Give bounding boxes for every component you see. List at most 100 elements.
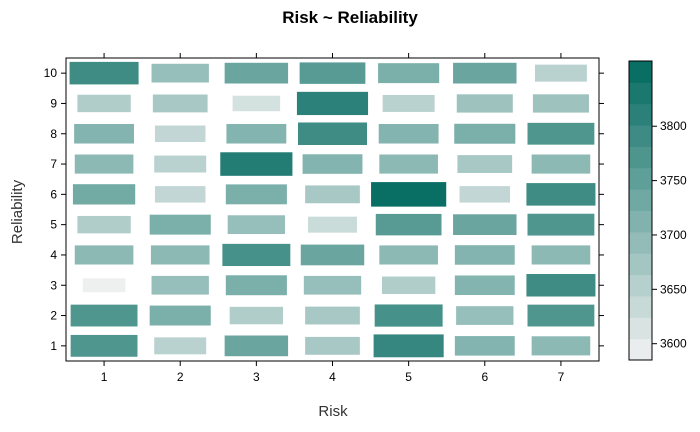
heatmap-cell (154, 186, 206, 203)
x-axis-ticks: 1 2 3 4 5 6 7 (101, 53, 565, 384)
heatmap-cell (222, 243, 291, 267)
y-tick-label: 5 (50, 218, 57, 232)
y-tick-label: 9 (50, 96, 57, 110)
heatmap-cell (527, 304, 595, 327)
heatmap-cell (457, 155, 513, 173)
heatmap-cell (82, 278, 126, 293)
heatmap-cell (531, 154, 591, 174)
heatmap-cell (375, 213, 442, 236)
heatmap-cell (149, 214, 211, 235)
color-key-band (629, 231, 652, 254)
heatmap-cell (227, 215, 286, 234)
heatmap-cell (297, 122, 368, 146)
heatmap-cell (373, 334, 444, 358)
y-tick-label: 4 (50, 248, 57, 262)
heatmap-cell (152, 94, 208, 113)
heatmap-cell (151, 275, 209, 295)
heatmap-cell (453, 214, 517, 236)
heatmap-cell (296, 91, 369, 116)
heatmap-cell (70, 304, 138, 327)
y-axis-title: Reliability (9, 179, 26, 244)
color-key-band (629, 253, 652, 276)
color-key-band (629, 125, 652, 147)
color-key-frame (628, 60, 653, 361)
heatmap-cell (74, 123, 135, 144)
color-key-band (629, 61, 652, 83)
heatmap-cell (382, 94, 435, 112)
color-key-tick-label: 3650 (660, 282, 687, 296)
heatmap-cell (534, 64, 587, 82)
heatmap-cell (454, 123, 516, 144)
color-key-band (629, 295, 652, 318)
heatmap-cell (531, 336, 591, 356)
heatmap-cell (229, 306, 284, 325)
x-tick-label: 5 (405, 370, 412, 384)
heatmap-cell (305, 185, 360, 204)
x-tick-label: 2 (177, 370, 184, 384)
y-tick-label: 8 (50, 127, 57, 141)
heatmap-cell (77, 94, 131, 113)
heatmap-cell (527, 122, 595, 145)
heatmap-cell (378, 63, 440, 84)
heatmap-cell (302, 154, 363, 174)
heatmap-cell (77, 215, 131, 234)
heatmap-cell (224, 62, 289, 84)
chart-title: Risk ~ Reliability (282, 8, 418, 27)
color-key-tick-label: 3800 (660, 119, 687, 133)
heatmap-cell (454, 245, 515, 265)
color-key-band (629, 103, 652, 126)
heatmap-cell (532, 94, 589, 113)
heatmap-cell (374, 304, 443, 327)
heatmap-cell (527, 213, 595, 236)
color-key-ticks: 3600 3650 3700 3750 3800 (652, 119, 687, 351)
x-tick-label: 6 (481, 370, 488, 384)
heatmap-cell (378, 123, 439, 144)
color-key-band (629, 210, 652, 233)
color-key-band (629, 82, 652, 105)
y-tick-label: 6 (50, 187, 57, 201)
heatmap-cell (70, 334, 138, 357)
y-axis-ticks: 1 2 3 4 5 6 7 8 9 10 (44, 66, 604, 353)
heatmap-cell (307, 216, 358, 233)
heatmap-cell (526, 183, 596, 206)
x-tick-label: 1 (101, 370, 108, 384)
heatmap-cell (74, 245, 134, 265)
heatmap-cell (456, 94, 513, 113)
heatmap-cell (379, 154, 438, 174)
heatmap-cell (379, 245, 438, 265)
heatmap-cell (371, 182, 447, 207)
color-key-tick-label: 3600 (660, 337, 687, 351)
color-key-band (629, 338, 652, 361)
heatmap-cell (154, 125, 206, 142)
heatmap-cell (149, 305, 211, 326)
heatmap-cell (151, 63, 209, 83)
color-key-band (629, 189, 652, 211)
heatmap-cell (456, 306, 514, 325)
heatmap-cell (454, 336, 515, 356)
heatmap-cell (459, 186, 511, 203)
y-tick-label: 7 (50, 157, 57, 171)
color-key-tick-label: 3750 (660, 174, 687, 188)
y-tick-label: 10 (44, 66, 58, 80)
heatmap-cell (74, 154, 134, 174)
y-tick-label: 3 (50, 278, 57, 292)
heatmap-cell (225, 275, 287, 296)
y-tick-label: 2 (50, 309, 57, 323)
heatmap-cells (69, 61, 596, 358)
heatmap-cell (305, 306, 360, 325)
heatmap-cell (526, 273, 596, 297)
x-tick-label: 7 (558, 370, 565, 384)
color-key (628, 60, 653, 361)
heatmap-cell (381, 276, 436, 294)
heatmap-cell (154, 155, 207, 173)
heatmap-cell (453, 62, 517, 84)
heatmap-cell (303, 275, 362, 295)
color-key-band (629, 317, 652, 340)
heatmap-cell (150, 245, 210, 265)
heatmap-cell (154, 337, 207, 355)
y-tick-label: 1 (50, 339, 57, 353)
heatmap-cell (72, 184, 136, 205)
x-tick-label: 4 (329, 370, 336, 384)
heatmap-cell (224, 335, 289, 357)
